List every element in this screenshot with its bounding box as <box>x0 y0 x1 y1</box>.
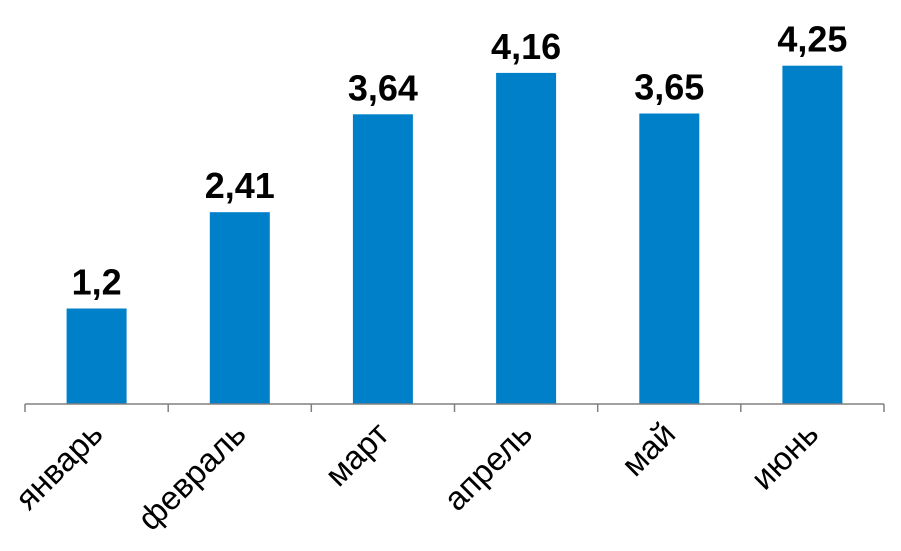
bar-2 <box>209 212 270 404</box>
category-label-1: январь <box>8 415 110 517</box>
data-label-6: 4,25 <box>777 19 847 60</box>
bar-5 <box>639 113 700 404</box>
data-label-4: 4,16 <box>491 26 561 67</box>
data-label-3: 3,64 <box>348 67 418 108</box>
category-label-6: июнь <box>744 415 826 497</box>
bar-6 <box>782 65 843 404</box>
data-label-2: 2,41 <box>205 165 275 206</box>
bars-layer <box>66 65 843 405</box>
category-label-2: февраль <box>130 415 252 537</box>
category-labels-layer: январь февраль март апрель май июнь <box>8 415 826 537</box>
category-label-3: март <box>318 415 396 493</box>
bar-3 <box>352 114 413 405</box>
data-labels-layer: 1,2 2,41 3,64 4,16 3,65 4,25 <box>72 19 848 303</box>
category-label-5: май <box>614 415 682 483</box>
x-axis <box>24 403 885 412</box>
data-label-5: 3,65 <box>634 67 704 108</box>
data-label-1: 1,2 <box>72 262 122 303</box>
category-label-4: апрель <box>436 415 539 518</box>
bar-1 <box>66 308 127 404</box>
bar-4 <box>496 72 557 405</box>
